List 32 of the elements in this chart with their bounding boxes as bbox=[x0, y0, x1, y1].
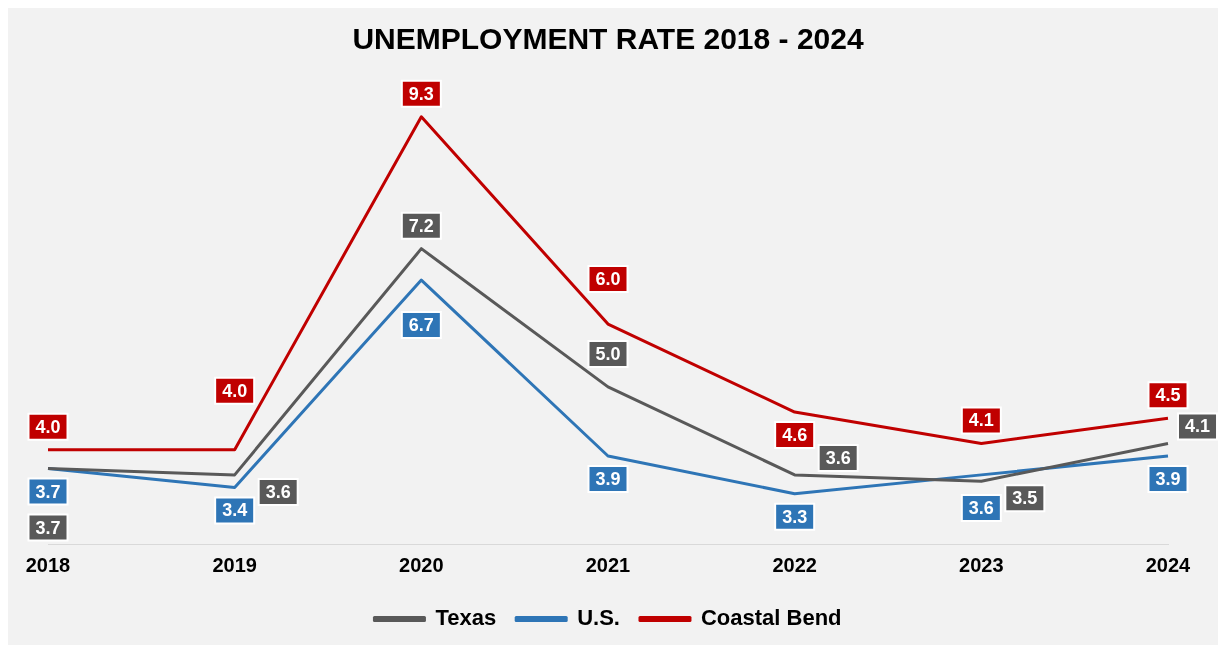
data-label: 3.5 bbox=[1012, 488, 1038, 509]
data-label: 6.0 bbox=[595, 269, 621, 290]
data-label: 5.0 bbox=[595, 343, 621, 364]
data-label: 3.3 bbox=[782, 506, 808, 527]
data-label: 4.1 bbox=[968, 410, 994, 431]
data-label: 3.6 bbox=[825, 447, 851, 468]
x-tick-label: 2018 bbox=[25, 553, 71, 576]
data-label: 4.5 bbox=[1155, 385, 1181, 406]
data-label: 7.2 bbox=[408, 215, 434, 236]
legend-label: Texas bbox=[435, 605, 497, 631]
x-tick-label: 2024 bbox=[1145, 553, 1192, 576]
data-label: 3.7 bbox=[35, 481, 61, 502]
data-label: 6.7 bbox=[408, 315, 434, 336]
data-label: 4.0 bbox=[35, 416, 61, 437]
data-label: 4.1 bbox=[1185, 416, 1211, 437]
data-label: 3.7 bbox=[35, 517, 61, 538]
data-label: 3.6 bbox=[265, 481, 291, 502]
data-label: 9.3 bbox=[408, 83, 434, 104]
legend-label: Coastal Bend bbox=[700, 605, 842, 631]
legend-label: U.S. bbox=[577, 605, 620, 631]
x-tick-label: 2020 bbox=[399, 553, 444, 576]
data-label: 4.6 bbox=[782, 425, 808, 446]
chart-title: UNEMPLOYMENT RATE 2018 - 2024 bbox=[352, 22, 864, 56]
x-tick-label: 2021 bbox=[585, 553, 631, 576]
data-label: 3.9 bbox=[595, 469, 621, 489]
data-label: 3.6 bbox=[968, 497, 994, 518]
x-tick-label: 2023 bbox=[959, 553, 1004, 576]
x-tick-label: 2022 bbox=[772, 553, 817, 576]
data-label: 3.4 bbox=[222, 500, 248, 521]
data-label: 4.0 bbox=[222, 380, 248, 401]
data-label: 3.9 bbox=[1155, 469, 1181, 489]
x-tick-label: 2019 bbox=[212, 553, 257, 576]
